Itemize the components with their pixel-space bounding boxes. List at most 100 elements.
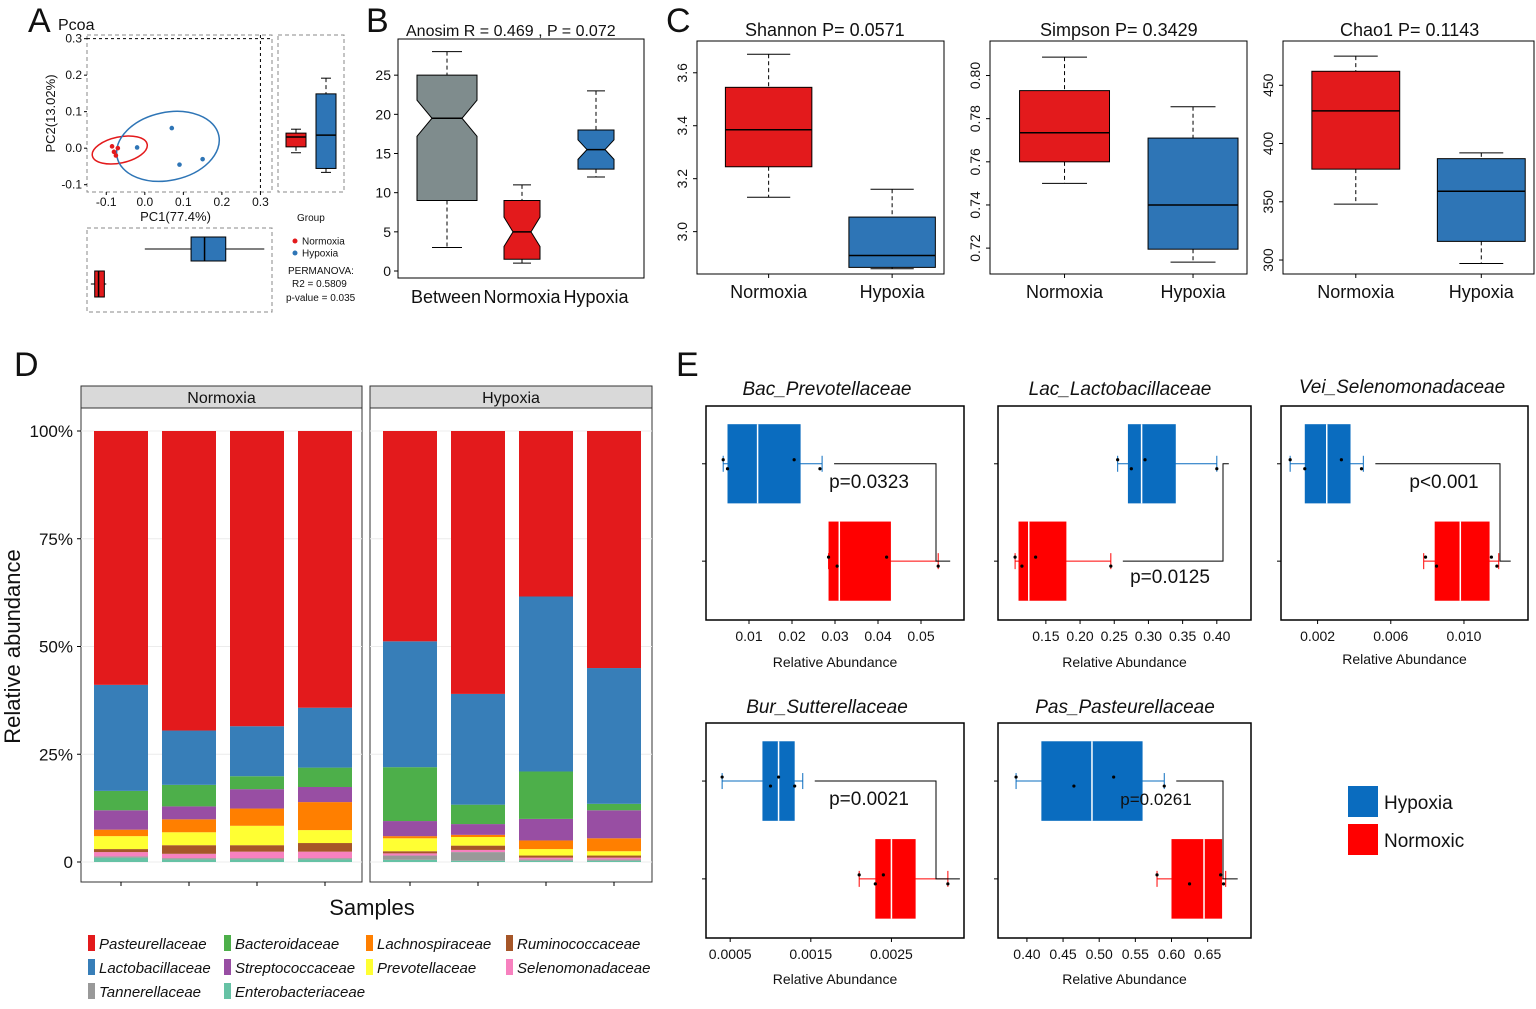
legend-swatch-hypoxia xyxy=(1348,786,1378,817)
bar-segment-pasteurellaceae xyxy=(230,431,284,727)
group-legend-dot xyxy=(292,238,298,244)
bar-segment-lactobacillaceae xyxy=(230,726,284,777)
pcoa-ytick-label: 0.2 xyxy=(65,68,82,82)
normoxic-point xyxy=(873,882,877,886)
hypoxia-point xyxy=(1162,784,1166,788)
legend-swatch-normoxic xyxy=(1348,824,1378,855)
simpson-normoxia-box xyxy=(1019,90,1111,163)
family-panel-title: Bur_Sutterellaceae xyxy=(746,697,908,718)
hypoxia-point xyxy=(1116,458,1120,462)
normoxic-box xyxy=(1018,521,1067,601)
hypoxia-point xyxy=(200,156,205,162)
pcoa-xtick-label: -0.1 xyxy=(96,195,117,209)
bar-segment-lactobacillaceae xyxy=(162,730,216,785)
shannon-category-label: Hypoxia xyxy=(860,282,926,302)
family-panel-frame xyxy=(1280,405,1529,621)
legend-label: Pasteurellaceae xyxy=(99,936,207,953)
family-panel-frame xyxy=(997,722,1252,939)
bar-segment-streptococcaceae xyxy=(298,787,352,803)
bar-segment-selenomonadaceae xyxy=(451,849,505,853)
bar-segment-selenomonadaceae xyxy=(298,851,352,859)
family-xtick-label: 0.60 xyxy=(1158,946,1185,962)
hypoxia-point xyxy=(1339,458,1343,462)
bar-segment-streptococcaceae xyxy=(587,810,641,839)
family-xtick-label: 0.0025 xyxy=(870,946,913,962)
pcoa-ytick-label: -0.1 xyxy=(61,178,82,192)
normoxic-point xyxy=(1187,882,1192,886)
chao1-ytick-label: 450 xyxy=(1260,73,1276,97)
legend-label: Tannerellaceae xyxy=(99,984,201,1001)
bar-segment-streptococcaceae xyxy=(230,789,284,809)
bar-segment-pasteurellaceae xyxy=(451,431,505,694)
normoxic-point xyxy=(857,873,861,877)
hypoxia-box xyxy=(1127,424,1176,504)
normoxic-point xyxy=(1219,873,1223,877)
hypoxia-point xyxy=(177,162,182,167)
anosim-ytick-label: 5 xyxy=(383,224,391,240)
bar-segment-lachnospiraceae xyxy=(451,834,505,838)
facet-strip-label: Hypoxia xyxy=(482,390,540,407)
family-xtick-label: 0.40 xyxy=(1013,946,1040,962)
abundance-ytick-label: 50% xyxy=(39,638,73,657)
bar-segment-pasteurellaceae xyxy=(519,431,573,597)
significance-bracket xyxy=(1176,780,1238,880)
bar-segment-prevotellaceae xyxy=(94,836,148,850)
panel-d-relative-abundance: Normoxia Hypoxia 0 25% 50% 75% 100% Relative ab… xyxy=(0,385,653,1001)
bar-segment-bacteroidaceae xyxy=(230,776,284,790)
bar-segment-bacteroidaceae xyxy=(587,803,641,811)
normoxic-point xyxy=(1020,564,1024,568)
bar-segment-prevotellaceae xyxy=(298,830,352,844)
family-xtick-label: 0.0005 xyxy=(709,946,752,962)
pcoa-plot-frame xyxy=(86,34,273,193)
normoxic-point xyxy=(881,873,885,877)
significance-bracket xyxy=(814,780,960,880)
hypoxia-box xyxy=(1304,424,1351,504)
legend-label: Bacteroidaceae xyxy=(235,936,339,953)
normoxic-point xyxy=(1109,564,1113,568)
legend-swatch-tannerellaceae xyxy=(88,983,95,999)
bar-segment-tannerellaceae xyxy=(587,859,641,861)
bar-segment-lachnospiraceae xyxy=(230,808,284,826)
anosim-ytick-label: 10 xyxy=(375,185,391,201)
chao1-title: Chao1 P= 0.1143 xyxy=(1340,20,1479,40)
p-value-label: p=0.0261 xyxy=(1120,790,1191,809)
bar-segment-pasteurellaceae xyxy=(587,431,641,669)
bar-segment-enterobacteriaceae xyxy=(298,859,352,862)
family-panel-title: Vei_Selenomonadaceae xyxy=(1299,377,1505,398)
group-legend-label: Hypoxia xyxy=(302,249,339,260)
family-panel-frame xyxy=(997,405,1252,621)
abundance-ytick-label: 0 xyxy=(64,853,73,872)
family-xtick-label: 0.25 xyxy=(1101,628,1128,644)
bar-segment-prevotellaceae xyxy=(230,825,284,846)
bar-segment-bacteroidaceae xyxy=(298,767,352,788)
shannon-ytick-label: 3.2 xyxy=(674,169,690,189)
family-panel-title: Pas_Pasteurellaceae xyxy=(1035,697,1215,718)
anosim-normoxia-box xyxy=(503,200,541,260)
normoxic-box xyxy=(1434,521,1490,601)
facet-panel-frame xyxy=(369,407,653,883)
permanova-r2: R2 = 0.5809 xyxy=(292,279,347,290)
facet-strip-label: Normoxia xyxy=(187,390,256,407)
legend-swatch-lachnospiraceae xyxy=(366,935,373,951)
bar-segment-enterobacteriaceae xyxy=(587,860,641,862)
group-legend-dot xyxy=(292,250,298,256)
bar-segment-tannerellaceae xyxy=(298,858,352,860)
hypoxia-point xyxy=(1014,775,1018,779)
shannon-frame xyxy=(696,40,945,275)
chao1-ytick-label: 350 xyxy=(1260,190,1276,214)
pcoa-xtick-label: 0.0 xyxy=(136,195,153,209)
family-xtick-label: 0.35 xyxy=(1169,628,1196,644)
bar-segment-selenomonadaceae xyxy=(94,852,148,857)
chao1-ytick-label: 400 xyxy=(1260,132,1276,156)
bar-segment-tannerellaceae xyxy=(451,852,505,861)
legend-swatch-bacteroidaceae xyxy=(224,935,231,951)
pcoa-xtick-label: 0.1 xyxy=(175,195,192,209)
pc2-hypoxia-box xyxy=(315,93,337,169)
shannon-normoxia-box xyxy=(724,86,813,168)
panel-letter-c: C xyxy=(666,2,691,40)
bar-segment-pasteurellaceae xyxy=(298,431,352,708)
family-x-label: Relative Abundance xyxy=(1342,651,1467,667)
bar-segment-lachnospiraceae xyxy=(519,840,573,850)
family-xtick-label: 0.50 xyxy=(1086,946,1113,962)
